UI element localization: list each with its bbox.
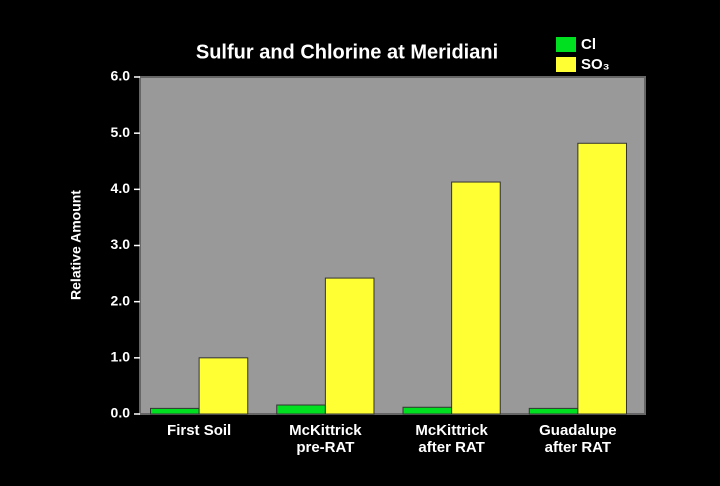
y-tick-label: 4.0 — [111, 180, 131, 196]
x-tick-label: McKittrick after RAT — [415, 422, 488, 456]
legend-swatch — [556, 37, 576, 52]
y-tick-label: 5.0 — [111, 124, 131, 140]
legend-swatch — [556, 57, 576, 72]
legend-label: Cl — [581, 36, 596, 53]
y-tick-label: 2.0 — [111, 292, 131, 308]
bar — [198, 357, 249, 415]
bar — [402, 406, 453, 415]
bar — [324, 277, 375, 415]
bar — [451, 181, 501, 415]
legend-label: SO₃ — [581, 56, 610, 73]
y-tick-label: 0.0 — [111, 405, 131, 421]
y-tick-label: 3.0 — [111, 236, 131, 252]
chart-title: Sulfur and Chlorine at Meridiani — [196, 41, 498, 63]
x-tick-label: Guadalupe after RAT — [539, 422, 617, 456]
x-tick-label: First Soil — [167, 422, 232, 439]
y-tick-label: 1.0 — [111, 349, 131, 365]
bar — [276, 404, 326, 415]
x-tick-label: McKittrick pre-RAT — [289, 422, 362, 456]
bar — [150, 407, 200, 415]
bar — [577, 142, 627, 415]
y-axis-label: Relative Amount — [68, 190, 84, 300]
y-tick-label: 6.0 — [111, 68, 131, 84]
bar — [528, 407, 579, 415]
